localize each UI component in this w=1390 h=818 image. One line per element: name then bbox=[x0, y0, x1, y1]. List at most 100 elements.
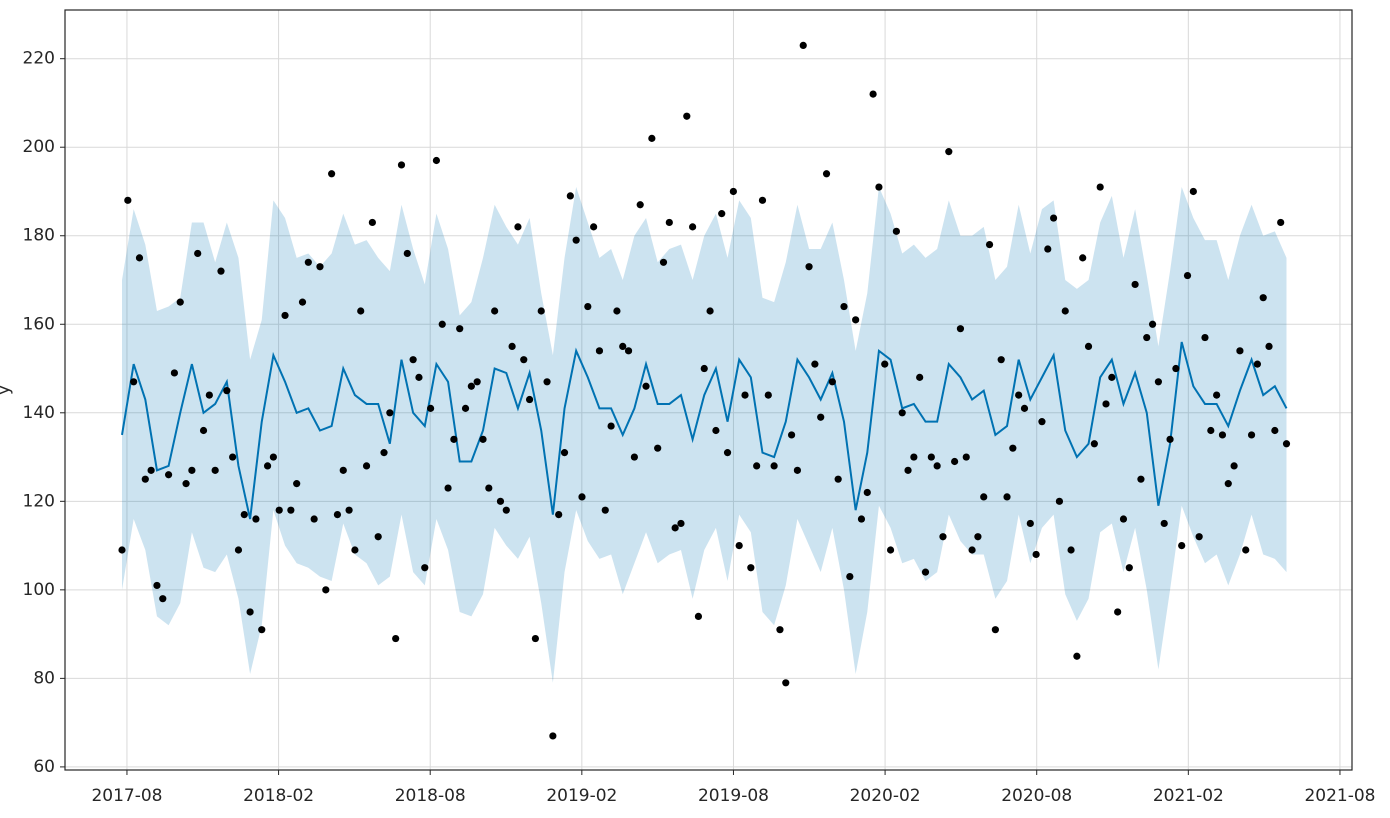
data-point bbox=[997, 356, 1005, 364]
data-point bbox=[1050, 214, 1058, 222]
x-tick-label: 2020-02 bbox=[850, 786, 921, 806]
data-point bbox=[939, 533, 947, 541]
data-point bbox=[630, 453, 638, 461]
data-point bbox=[584, 302, 592, 311]
data-point bbox=[799, 41, 807, 50]
data-point bbox=[549, 732, 557, 740]
data-point bbox=[1061, 307, 1069, 315]
data-point bbox=[991, 626, 999, 634]
data-point bbox=[333, 510, 342, 519]
data-point bbox=[525, 395, 534, 404]
data-point bbox=[945, 148, 953, 156]
data-point bbox=[956, 325, 965, 333]
x-tick-label: 2019-02 bbox=[546, 786, 617, 806]
data-point bbox=[386, 409, 394, 417]
uncertainty-band bbox=[122, 187, 1287, 683]
y-tick-label: 60 bbox=[33, 757, 55, 777]
data-point bbox=[508, 342, 516, 350]
data-point bbox=[543, 378, 551, 386]
data-point bbox=[380, 449, 388, 457]
data-point bbox=[345, 506, 353, 514]
data-point bbox=[328, 170, 336, 178]
y-tick-label: 160 bbox=[23, 314, 55, 334]
data-point bbox=[642, 382, 650, 390]
data-point bbox=[1160, 519, 1168, 528]
data-point bbox=[147, 466, 155, 474]
data-point bbox=[875, 183, 883, 191]
data-point bbox=[741, 391, 749, 399]
data-point bbox=[1189, 187, 1197, 196]
data-point bbox=[1277, 218, 1285, 227]
data-point bbox=[124, 196, 132, 204]
data-point bbox=[281, 311, 289, 320]
data-point bbox=[1020, 404, 1029, 412]
data-point bbox=[1207, 426, 1215, 435]
data-point bbox=[1067, 546, 1075, 554]
data-point bbox=[1195, 533, 1203, 541]
data-point bbox=[118, 546, 126, 554]
data-point bbox=[852, 316, 860, 324]
data-point bbox=[269, 453, 277, 461]
data-point bbox=[362, 462, 371, 470]
data-point bbox=[263, 462, 272, 470]
data-point bbox=[595, 347, 604, 355]
data-point bbox=[473, 378, 481, 386]
data-point bbox=[223, 387, 231, 395]
data-point bbox=[1143, 333, 1151, 342]
data-point bbox=[881, 360, 889, 368]
data-point bbox=[927, 453, 935, 461]
data-point bbox=[275, 506, 283, 514]
data-point bbox=[1131, 280, 1139, 289]
y-tick-label: 120 bbox=[23, 491, 55, 511]
data-point bbox=[590, 223, 598, 231]
data-point bbox=[683, 112, 691, 120]
data-point bbox=[1055, 497, 1064, 505]
data-point bbox=[560, 449, 569, 457]
data-point bbox=[456, 325, 464, 333]
data-point bbox=[287, 506, 295, 514]
data-point bbox=[921, 568, 930, 576]
data-point bbox=[1247, 431, 1256, 439]
data-point bbox=[182, 480, 190, 488]
data-point bbox=[840, 302, 848, 311]
data-point bbox=[1096, 183, 1104, 191]
data-point bbox=[205, 391, 213, 399]
data-point bbox=[677, 519, 685, 528]
data-point bbox=[159, 595, 167, 603]
data-point bbox=[164, 471, 173, 479]
x-tick-label: 2018-02 bbox=[243, 786, 314, 806]
data-point bbox=[974, 533, 982, 541]
data-point bbox=[1236, 347, 1244, 355]
data-point bbox=[1183, 271, 1192, 280]
data-point bbox=[467, 382, 475, 390]
data-point bbox=[857, 515, 866, 523]
data-point bbox=[1178, 541, 1186, 550]
data-point bbox=[578, 493, 586, 501]
data-point bbox=[555, 510, 563, 519]
x-tick-label: 2021-02 bbox=[1153, 786, 1224, 806]
data-point bbox=[316, 263, 324, 271]
data-point bbox=[648, 134, 656, 142]
data-point bbox=[985, 241, 994, 249]
forecast-line bbox=[121, 341, 1288, 520]
data-point bbox=[531, 634, 540, 643]
data-point bbox=[403, 249, 411, 258]
data-point bbox=[793, 466, 802, 474]
data-point bbox=[1119, 515, 1128, 523]
data-point bbox=[234, 546, 243, 554]
data-point bbox=[1154, 378, 1162, 386]
data-point bbox=[1114, 608, 1122, 616]
data-point bbox=[246, 608, 254, 616]
data-point bbox=[1003, 493, 1011, 501]
data-point bbox=[735, 541, 743, 550]
data-point bbox=[537, 307, 545, 315]
data-point bbox=[1218, 431, 1227, 439]
data-point bbox=[1213, 391, 1221, 399]
data-point bbox=[339, 466, 347, 474]
plot-frame bbox=[64, 9, 1353, 771]
data-point bbox=[671, 524, 679, 532]
data-point bbox=[1044, 245, 1052, 253]
y-tick-label: 140 bbox=[23, 403, 55, 423]
data-point bbox=[1166, 435, 1174, 443]
